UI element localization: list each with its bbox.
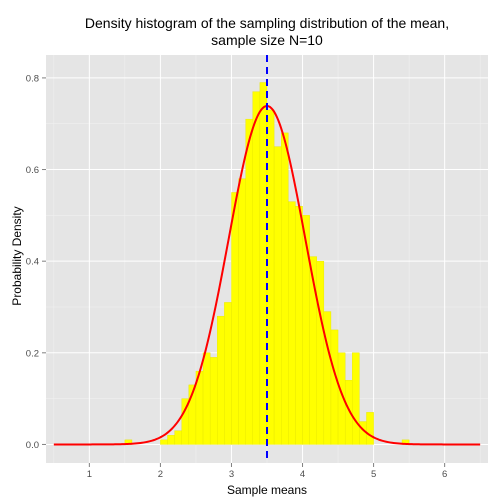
histogram-bar	[352, 352, 360, 445]
histogram-bar	[259, 82, 268, 445]
histogram-bar	[330, 329, 339, 445]
histogram-bar	[217, 315, 225, 445]
histogram-bar	[167, 435, 175, 445]
histogram-bar	[238, 178, 246, 445]
histogram-bar	[252, 91, 261, 445]
histogram-bar	[209, 357, 218, 445]
y-axis-label: Probability Density	[10, 206, 24, 305]
chart-title-line-1: Density histogram of the sampling distri…	[85, 15, 449, 31]
histogram-bar	[316, 260, 325, 445]
histogram-bar	[295, 205, 303, 445]
histogram-bar	[231, 192, 239, 445]
x-tick-label: 6	[442, 469, 447, 480]
histogram-bar	[281, 132, 289, 445]
x-tick-label: 4	[300, 469, 305, 480]
y-tick-label: 0.4	[26, 257, 39, 268]
histogram-bar	[273, 146, 282, 445]
y-tick-label: 0.6	[26, 165, 39, 176]
histogram-bar	[174, 430, 182, 445]
y-tick-label: 0.8	[26, 73, 39, 84]
x-tick-label: 3	[229, 469, 234, 480]
x-tick-label: 1	[87, 469, 92, 480]
histogram-bar	[245, 118, 253, 445]
histogram-bar	[224, 302, 232, 445]
x-axis-label: Sample means	[227, 483, 307, 497]
x-tick-label: 2	[158, 469, 163, 480]
histogram-bar	[202, 352, 211, 445]
histogram-bar	[323, 311, 332, 445]
histogram-bar	[160, 439, 168, 445]
histogram-bar	[266, 109, 275, 445]
histogram-bar	[302, 215, 310, 445]
y-axis-ticks: 0.0 0.2 0.4 0.6 0.8	[26, 73, 46, 451]
y-tick-label: 0.0	[26, 440, 39, 451]
histogram-bar	[288, 201, 296, 445]
chart-title-line-2: sample size N=10	[211, 32, 323, 48]
x-tick-label: 5	[371, 469, 376, 480]
x-axis-ticks: 1 2 3 4 5 6	[87, 463, 447, 480]
histogram-bars	[124, 82, 410, 445]
histogram-bar	[366, 412, 374, 445]
y-tick-label: 0.2	[26, 348, 39, 359]
